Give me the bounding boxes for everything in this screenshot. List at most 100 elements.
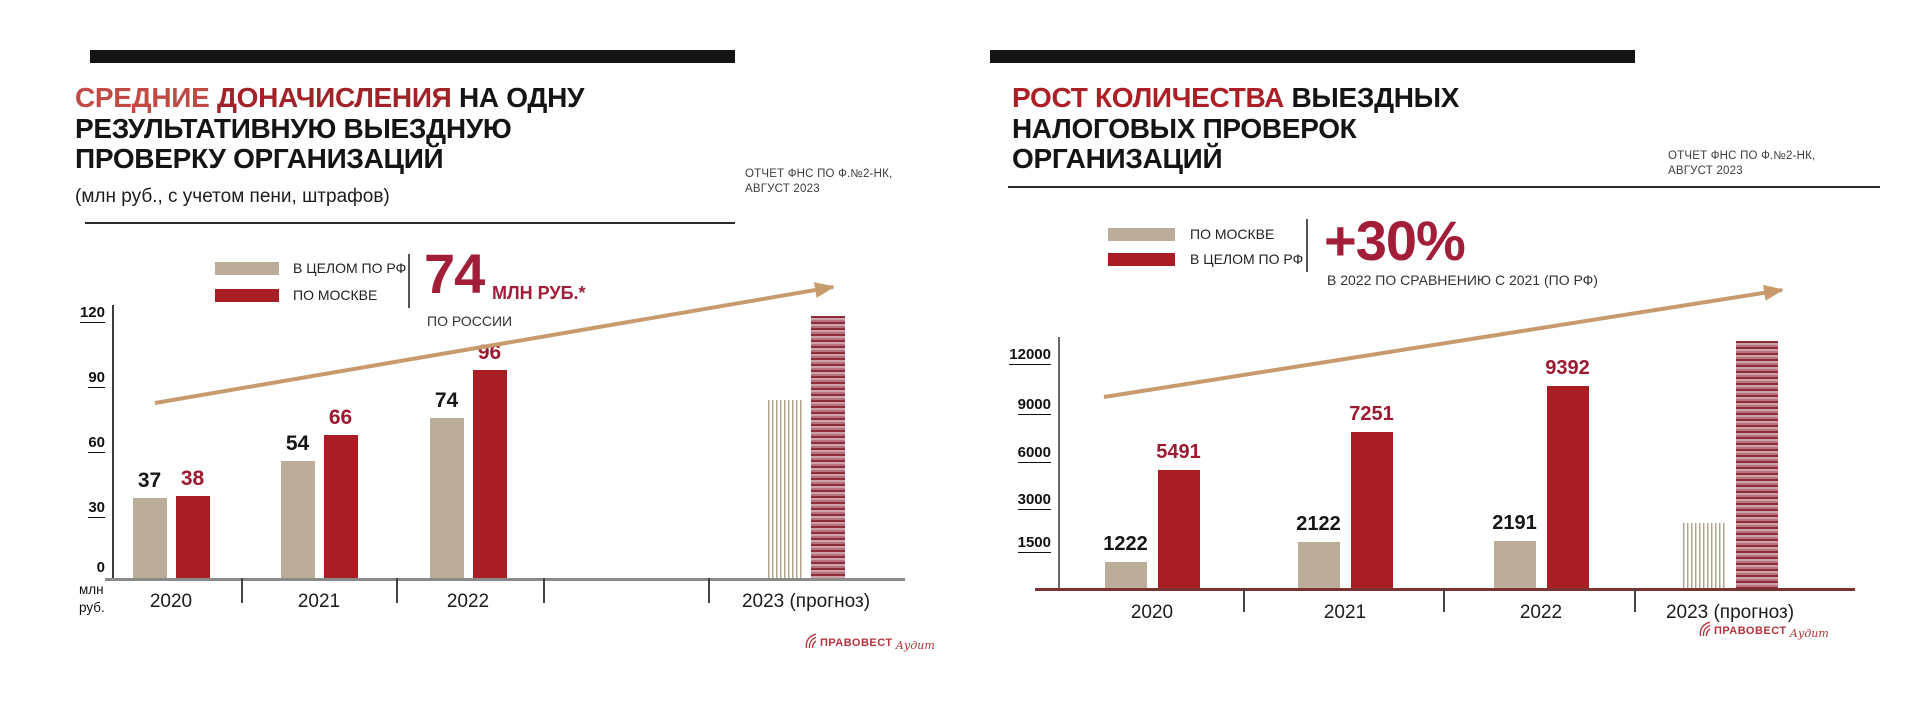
left-slide-title: СРЕДНИЕ ДОНАЧИСЛЕНИЯ НА ОДНУ РЕЗУЛЬТАТИВ… xyxy=(75,81,660,175)
category-label: 2021 xyxy=(297,591,341,612)
category-label: 2020 xyxy=(149,591,193,612)
category-tick xyxy=(1243,588,1245,612)
y-tick-label: 3000 xyxy=(1000,491,1051,510)
bar-series2 xyxy=(1350,432,1393,588)
category-label: 2022 xyxy=(1519,602,1563,623)
y-tick-text: 3000 xyxy=(1017,491,1051,510)
category-tick xyxy=(543,578,545,603)
right-source-note-line1: ОТЧЕТ ФНС ПО Ф.№2-НК, xyxy=(1668,150,1816,162)
y-axis-line xyxy=(112,305,114,578)
right-title-rest: ВЫЕЗДНЫХ НАЛОГОВЫХ ПРОВЕРОК ОРГАНИЗАЦИЙ xyxy=(1012,81,1460,175)
right-logo: ПРАВОВЕСТ Аудит xyxy=(1698,621,1829,640)
y-tick-label: 9000 xyxy=(1000,396,1051,415)
y-tick-label: 120 xyxy=(75,304,105,323)
bar-value-label: 5491 xyxy=(1156,441,1201,463)
right-bar-chart: 12000 9000 6000 3000 1500 2020 1222 5491 2021 212… xyxy=(1000,260,1890,650)
y-axis-unit-label: млн xyxy=(79,582,104,597)
category-label: 2021 xyxy=(1323,602,1367,623)
category-tick xyxy=(396,578,398,603)
y-tick-label: 60 xyxy=(75,434,105,453)
bar-value-label: 2122 xyxy=(1296,513,1341,535)
category-label: 2022 xyxy=(446,591,490,612)
legend-label-rf-right: В ЦЕЛОМ ПО РФ xyxy=(1190,251,1304,267)
left-source-note-line2: АВГУСТ 2023 xyxy=(745,182,820,195)
left-logo: ПРАВОВЕСТ Аудит xyxy=(804,633,935,652)
bar-value-label: 1222 xyxy=(1103,533,1148,555)
category-tick xyxy=(708,578,710,603)
category-label: 2023 (прогноз) xyxy=(741,591,871,612)
bar-series2 xyxy=(1546,386,1589,588)
bar-value-label: 54 xyxy=(285,432,310,455)
y-tick-text: 0 xyxy=(96,559,105,576)
bar-value-label: 37 xyxy=(137,469,162,492)
y-tick-label: 6000 xyxy=(1000,444,1051,463)
bar-value-label: 9392 xyxy=(1545,357,1590,379)
right-stat-caption: В 2022 ПО СРАВНЕНИЮ С 2021 (ПО РФ) xyxy=(1327,272,1598,288)
right-divider-line xyxy=(1008,186,1880,188)
bar-series2 xyxy=(1157,470,1200,588)
bar-value-label: 2191 xyxy=(1492,512,1537,534)
legend-label-moscow-right: ПО МОСКВЕ xyxy=(1190,226,1275,242)
bar-value-label: 7251 xyxy=(1349,403,1394,425)
bar-value-label: 66 xyxy=(328,406,353,429)
left-legend-separator xyxy=(408,254,410,308)
logo-name: ПРАВОВЕСТ xyxy=(1714,625,1787,637)
left-title-highlight-dark: ДОНАЧИСЛЕНИЯ xyxy=(216,81,452,113)
left-slide-subtitle: (млн руб., с учетом пени, штрафов) xyxy=(75,186,390,207)
bar-forecast-series2 xyxy=(810,316,845,578)
right-source-note: ОТЧЕТ ФНС ПО Ф.№2-НК, АВГУСТ 2023 xyxy=(1668,149,1843,179)
y-tick-text: 120 xyxy=(79,304,105,323)
legend-swatch-rf-right xyxy=(1108,253,1175,266)
bar-series1 xyxy=(132,498,167,578)
logo-icon xyxy=(805,633,817,649)
left-bar-chart: 120 90 60 30 0 млн руб. 2020 37 38 2021 54 66 2022 74 9… xyxy=(75,260,915,650)
logo-name: ПРАВОВЕСТ xyxy=(820,637,893,649)
y-tick-label: 1500 xyxy=(1000,534,1051,553)
bar-series2 xyxy=(472,370,507,578)
y-tick-text: 6000 xyxy=(1017,444,1051,463)
left-top-black-bar xyxy=(90,50,735,63)
logo-subname: Аудит xyxy=(895,639,935,652)
legend-label-rf: В ЦЕЛОМ ПО РФ xyxy=(293,260,407,276)
category-tick xyxy=(1634,588,1636,612)
bar-value-label: 38 xyxy=(180,467,205,490)
category-tick xyxy=(241,578,243,603)
bar-value-label: 96 xyxy=(477,341,502,364)
y-tick-label: 30 xyxy=(75,499,105,518)
y-tick-text: 1500 xyxy=(1017,534,1051,553)
y-tick-label: 90 xyxy=(75,369,105,388)
y-tick-label: 12000 xyxy=(1000,346,1051,365)
right-stat-value: +30% xyxy=(1324,209,1466,272)
bar-series1 xyxy=(1493,541,1536,588)
right-source-note-line2: АВГУСТ 2023 xyxy=(1668,164,1743,177)
bar-forecast-series1 xyxy=(1682,523,1725,588)
y-tick-text: 90 xyxy=(88,369,105,388)
bar-series1 xyxy=(1297,542,1340,588)
category-label: 2023 (прогноз) xyxy=(1665,602,1795,623)
category-label: 2020 xyxy=(1130,602,1174,623)
left-source-note-line1: ОТЧЕТ ФНС ПО Ф.№2-НК, xyxy=(745,168,893,180)
left-title-rest: НА ОДНУ РЕЗУЛЬТАТИВНУЮ ВЫЕЗДНУЮ ПРОВЕРКУ… xyxy=(75,81,585,175)
y-axis-line xyxy=(1058,337,1060,588)
logo-icon xyxy=(1699,621,1711,637)
left-divider-line xyxy=(85,222,735,224)
right-top-black-bar xyxy=(990,50,1635,63)
legend-swatch-moscow-right xyxy=(1108,228,1175,241)
bar-forecast-series2 xyxy=(1735,341,1778,588)
category-tick xyxy=(1443,588,1445,612)
bar-series2 xyxy=(323,435,358,578)
right-slide-title: РОСТ КОЛИЧЕСТВА ВЫЕЗДНЫХ НАЛОГОВЫХ ПРОВЕ… xyxy=(1012,81,1462,175)
y-tick-label: 0 xyxy=(75,559,105,576)
right-title-highlight: РОСТ КОЛИЧЕСТВА xyxy=(1012,81,1284,113)
bar-forecast-series1 xyxy=(767,400,802,578)
logo-subname: Аудит xyxy=(1789,627,1829,640)
y-tick-text: 12000 xyxy=(1009,346,1051,365)
left-source-note: ОТЧЕТ ФНС ПО Ф.№2-НК, АВГУСТ 2023 xyxy=(745,167,920,197)
y-tick-text: 9000 xyxy=(1017,396,1051,415)
x-axis-line xyxy=(1035,588,1855,591)
right-legend-separator xyxy=(1306,219,1308,272)
y-axis-unit-label: руб. xyxy=(79,600,105,615)
legend-swatch-rf xyxy=(215,262,279,275)
bar-series1 xyxy=(280,461,315,578)
